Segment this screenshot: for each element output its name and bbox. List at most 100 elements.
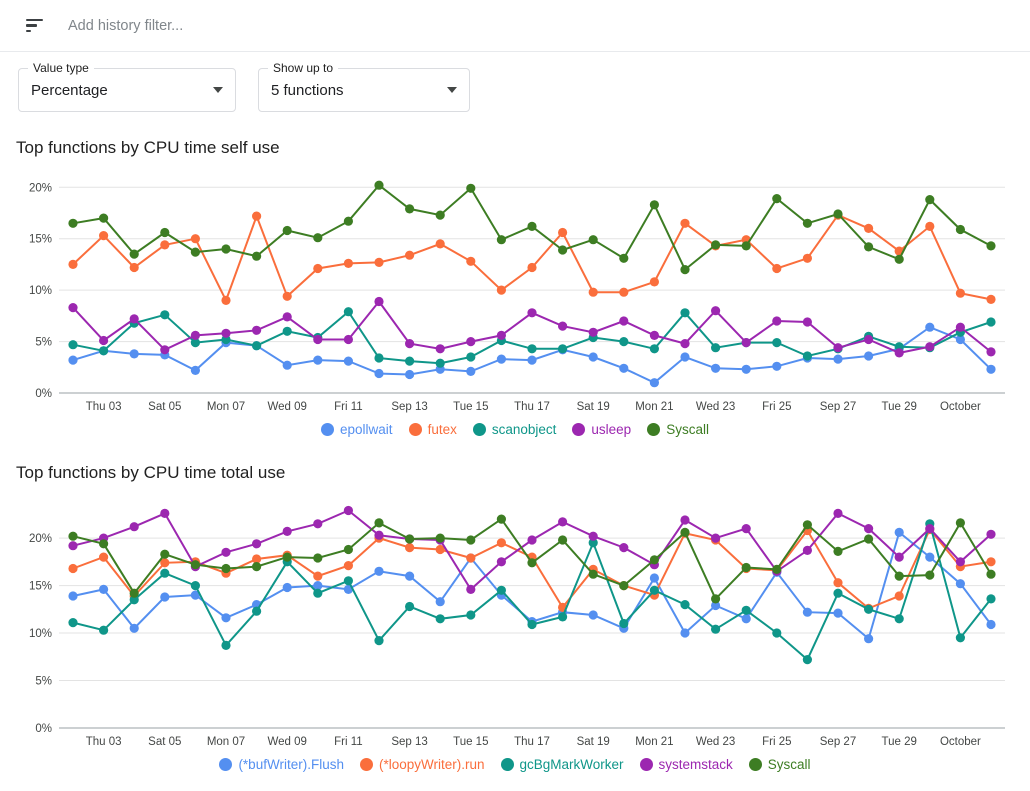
data-point[interactable] [466, 256, 476, 266]
data-point[interactable] [741, 562, 751, 573]
data-point[interactable] [558, 535, 568, 545]
data-point[interactable] [343, 544, 353, 555]
data-point[interactable] [129, 249, 139, 259]
data-point[interactable] [955, 518, 966, 528]
data-point[interactable] [99, 335, 109, 346]
data-point[interactable] [588, 235, 598, 245]
data-point[interactable] [986, 557, 996, 567]
data-point[interactable] [313, 519, 323, 529]
data-point[interactable] [343, 258, 353, 268]
data-point[interactable] [99, 625, 109, 635]
data-point[interactable] [986, 619, 996, 630]
data-point[interactable] [588, 538, 598, 548]
data-point[interactable] [925, 342, 935, 352]
data-point[interactable] [313, 233, 323, 243]
history-filter-input[interactable] [66, 16, 1004, 35]
data-point[interactable] [190, 590, 200, 600]
data-point[interactable] [864, 604, 874, 614]
data-point[interactable] [833, 209, 843, 219]
data-point[interactable] [619, 287, 629, 297]
data-point[interactable] [343, 505, 353, 516]
data-point[interactable] [496, 557, 506, 567]
data-point[interactable] [986, 569, 996, 579]
data-point[interactable] [343, 216, 353, 226]
data-point[interactable] [680, 265, 690, 275]
data-point[interactable] [833, 354, 843, 364]
data-point[interactable] [558, 344, 568, 354]
data-point[interactable] [313, 581, 323, 591]
data-point[interactable] [282, 312, 292, 322]
data-point[interactable] [925, 524, 935, 534]
data-point[interactable] [772, 564, 782, 574]
data-point[interactable] [68, 218, 78, 228]
data-point[interactable] [374, 566, 384, 576]
data-point[interactable] [282, 326, 292, 336]
data-point[interactable] [282, 291, 292, 301]
data-point[interactable] [435, 358, 445, 368]
data-point[interactable] [741, 364, 751, 374]
data-point[interactable] [680, 308, 690, 318]
data-point[interactable] [833, 578, 843, 588]
data-point[interactable] [864, 524, 874, 534]
data-point[interactable] [374, 257, 384, 267]
data-point[interactable] [741, 605, 751, 615]
data-point[interactable] [343, 561, 353, 571]
data-point[interactable] [527, 308, 537, 318]
data-point[interactable] [466, 610, 476, 620]
data-point[interactable] [496, 330, 506, 340]
data-point[interactable] [711, 306, 721, 316]
data-point[interactable] [313, 355, 323, 365]
data-point[interactable] [527, 221, 537, 231]
data-point[interactable] [343, 307, 353, 317]
data-point[interactable] [221, 295, 231, 305]
data-point[interactable] [466, 535, 476, 545]
data-point[interactable] [802, 607, 813, 617]
data-point[interactable] [374, 368, 384, 379]
data-point[interactable] [374, 353, 384, 363]
data-point[interactable] [802, 545, 813, 555]
data-point[interactable] [190, 581, 200, 591]
data-point[interactable] [129, 314, 139, 324]
data-point[interactable] [405, 534, 415, 544]
data-point[interactable] [802, 655, 813, 665]
data-point[interactable] [99, 552, 109, 562]
data-point[interactable] [680, 628, 690, 638]
data-point[interactable] [466, 337, 476, 347]
data-point[interactable] [435, 210, 445, 220]
data-point[interactable] [894, 348, 904, 358]
data-point[interactable] [864, 334, 874, 345]
data-point[interactable] [527, 262, 537, 273]
data-point[interactable] [160, 240, 170, 250]
data-point[interactable] [496, 538, 506, 548]
data-point[interactable] [496, 514, 506, 524]
data-point[interactable] [741, 614, 751, 624]
data-point[interactable] [313, 263, 323, 274]
data-point[interactable] [435, 544, 445, 555]
data-point[interactable] [833, 546, 843, 556]
data-point[interactable] [68, 563, 78, 574]
data-point[interactable] [99, 213, 109, 223]
data-point[interactable] [558, 321, 568, 331]
data-point[interactable] [925, 552, 935, 562]
data-point[interactable] [99, 346, 109, 356]
data-point[interactable] [68, 340, 78, 350]
data-point[interactable] [588, 352, 598, 362]
data-point[interactable] [343, 576, 353, 586]
data-point[interactable] [986, 364, 996, 374]
data-point[interactable] [496, 285, 506, 295]
data-point[interactable] [772, 628, 782, 638]
data-point[interactable] [190, 330, 200, 340]
data-point[interactable] [466, 183, 476, 193]
data-point[interactable] [527, 619, 537, 630]
data-point[interactable] [894, 571, 904, 581]
legend-item-gcBgMarkWorker[interactable]: gcBgMarkWorker [500, 757, 624, 772]
data-point[interactable] [955, 334, 966, 345]
data-point[interactable] [833, 608, 843, 618]
data-point[interactable] [802, 520, 813, 530]
data-point[interactable] [925, 570, 935, 580]
data-point[interactable] [68, 591, 78, 601]
data-point[interactable] [558, 517, 568, 527]
data-point[interactable] [129, 349, 139, 359]
data-point[interactable] [221, 640, 231, 650]
data-point[interactable] [711, 343, 721, 353]
